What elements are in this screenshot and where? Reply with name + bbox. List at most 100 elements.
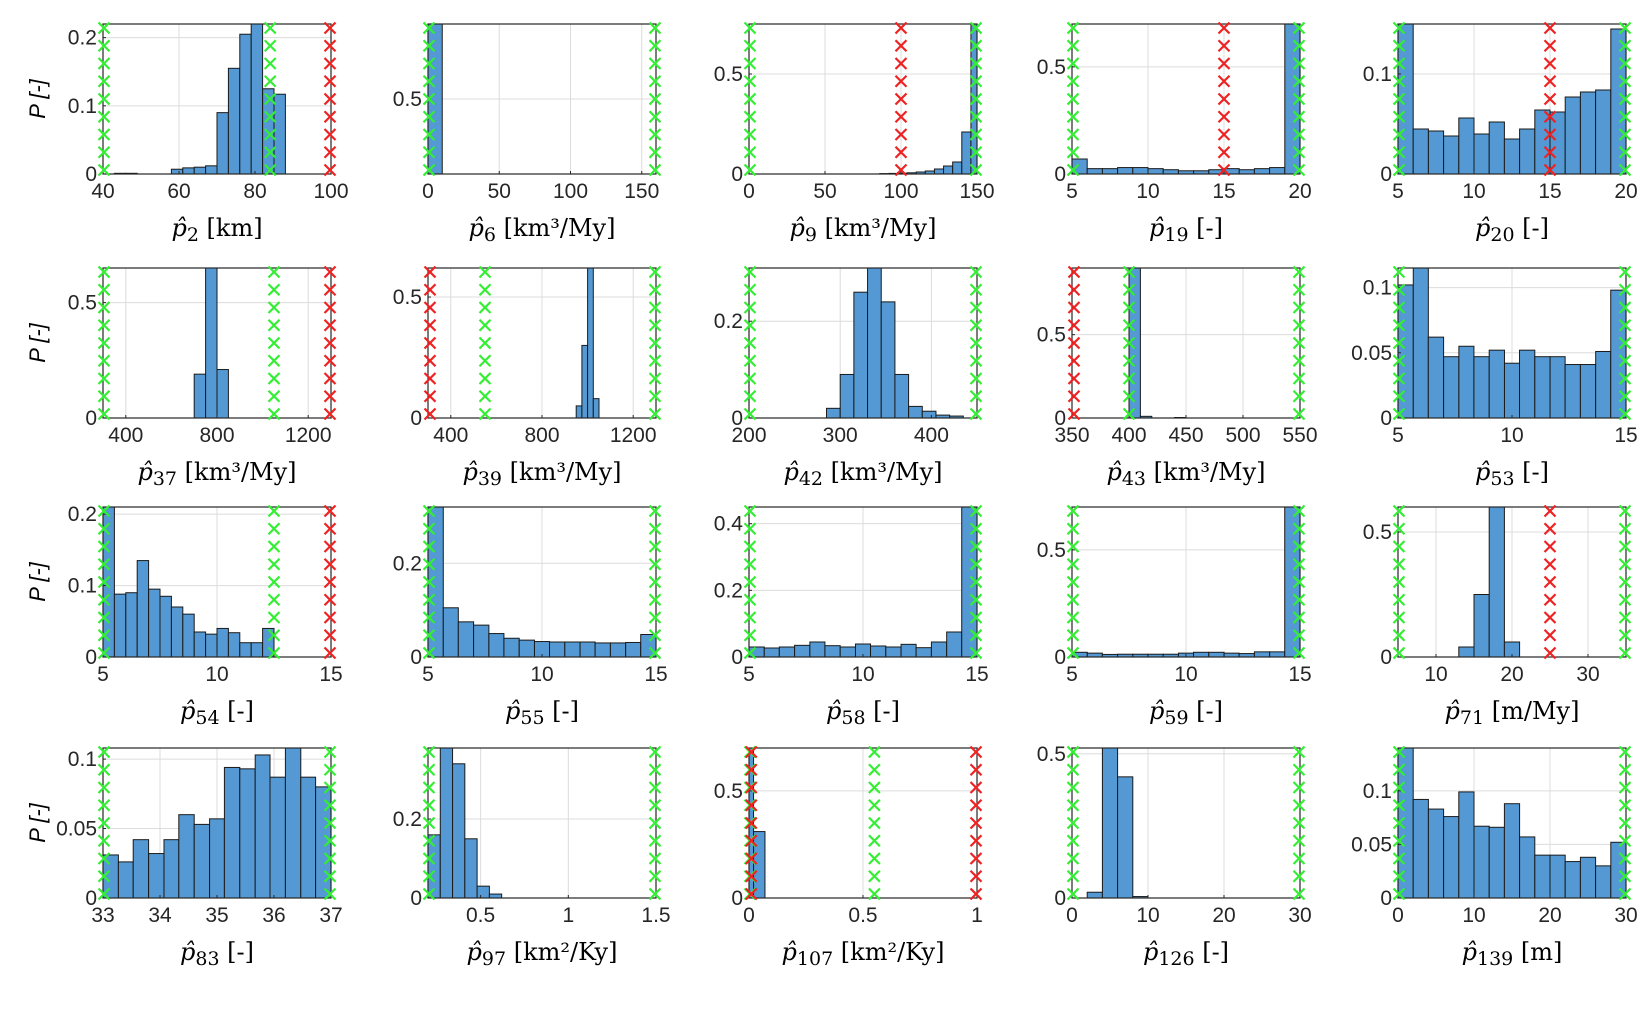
bound-marker-green-x: [422, 92, 436, 106]
bound-marker-red-x: [1543, 522, 1557, 536]
y-tick-label: 0: [1054, 163, 1066, 186]
bound-marker-green-x: [1066, 834, 1080, 848]
bound-marker-green-x: [97, 869, 111, 883]
histogram-bar: [254, 754, 271, 898]
bound-marker-green-x: [97, 283, 111, 297]
x-tick-label: 150: [624, 180, 659, 203]
histogram-bar: [148, 588, 161, 657]
bound-marker-green-x: [478, 283, 492, 297]
bound-marker-red-x: [894, 128, 908, 141]
bound-marker-green: [969, 265, 983, 421]
bound-marker-green-x: [97, 301, 111, 314]
bound-marker-green-x: [969, 163, 983, 177]
bound-marker-green-x: [263, 163, 277, 177]
x-axis-label: p̂37 [km³/My]: [137, 458, 296, 490]
bound-marker-green-x: [97, 110, 111, 124]
histogram-bar: [1162, 169, 1179, 174]
bound-marker-green-x: [1066, 145, 1080, 159]
bound-marker-red-x: [894, 92, 908, 106]
bound-marker-green-x: [868, 834, 881, 848]
bound-marker-red-x: [1217, 39, 1231, 53]
bound-marker-green-x: [743, 646, 757, 660]
bound-marker-green-x: [1066, 110, 1080, 124]
bound-marker-green-x: [1392, 74, 1406, 88]
bound-marker-red-x: [323, 74, 337, 88]
bound-marker-green-x: [323, 763, 337, 777]
bound-marker-green-x: [267, 318, 281, 332]
bound-marker-green: [97, 21, 111, 177]
bound-marker-red-x: [323, 128, 337, 141]
bound-marker-green-x: [1292, 128, 1306, 141]
histogram-bar: [193, 631, 207, 657]
subplot-14: 5 10 15 0 0.5 p̂59 [-]: [1037, 504, 1312, 729]
bound-marker-green-x: [648, 145, 662, 159]
plot-area: [1072, 24, 1300, 174]
bound-marker-red-x: [969, 745, 983, 759]
y-axis-label: P [-]: [25, 322, 50, 362]
x-tick-label: 1.5: [641, 904, 670, 927]
histogram-bar: [503, 637, 520, 657]
bound-marker-green-x: [1392, 110, 1406, 124]
subplot-6: 400 800 1200 0 0.5 p̂37 [km³/My] P [-]: [25, 265, 337, 490]
x-tick-label: 150: [959, 180, 994, 203]
bound-marker-green-x: [478, 354, 492, 368]
bound-marker-green-x: [648, 557, 662, 571]
bound-marker-red-x: [1543, 628, 1557, 642]
histogram-bar: [250, 24, 264, 174]
bound-marker-green-x: [969, 265, 983, 279]
bound-marker-green-x: [323, 834, 337, 848]
subplot-9: 350 400 450 500 550 0 0.5 p̂43 [km³/My]: [1037, 265, 1318, 490]
bound-marker-red-x: [323, 110, 337, 124]
bound-marker-green-x: [868, 887, 881, 901]
bound-marker-green-x: [422, 39, 436, 53]
bound-marker-red-x: [894, 145, 908, 159]
bound-marker-green-x: [648, 781, 662, 794]
x-tick-label: 1200: [610, 424, 657, 447]
x-tick-label: 5: [1392, 180, 1404, 203]
histogram-bar: [1519, 349, 1536, 418]
x-axis-label: p̂97 [km²/Ky]: [467, 938, 618, 970]
histogram-bar: [1473, 594, 1490, 657]
histogram-bar: [1253, 168, 1271, 174]
bound-marker-green-x: [1066, 628, 1080, 642]
bound-marker-green-x: [422, 816, 436, 830]
bound-marker-green: [422, 745, 436, 901]
bound-marker-green-x: [267, 646, 281, 660]
x-tick-label: 1: [562, 904, 574, 927]
bound-marker-green: [1392, 265, 1406, 421]
bound-marker-green-x: [263, 110, 277, 124]
histogram-bar: [250, 642, 264, 657]
histogram-bar: [182, 613, 195, 657]
bound-marker-green-x: [97, 798, 111, 812]
bound-marker-red-x: [1067, 301, 1081, 314]
bound-marker-red-x: [969, 852, 983, 865]
bound-marker-green-x: [1292, 318, 1306, 332]
subplot-2: 0 50 100 150 0.5 p̂6 [km³/My]: [393, 21, 662, 246]
subplot-3: 0 50 100 150 0 0.5 p̂9 [km³/My]: [714, 21, 995, 246]
bound-marker-green-x: [743, 593, 757, 607]
y-tick-label: 0: [85, 646, 97, 669]
bound-marker-red-x: [423, 301, 437, 314]
bound-marker-red-x: [323, 265, 337, 279]
x-tick-label: 0.5: [848, 904, 877, 927]
bound-marker-green-x: [969, 336, 983, 350]
bound-marker-green-x: [1392, 887, 1406, 901]
bound-marker-green-x: [969, 407, 983, 421]
bound-marker-green-x: [1122, 407, 1136, 421]
bound-marker-green-x: [1122, 336, 1136, 350]
bound-marker-green-x: [969, 646, 983, 660]
bound-marker-red-x: [1217, 57, 1231, 70]
bound-marker-green-x: [97, 39, 111, 53]
subplot-15: 10 20 30 0 0.5 p̂71 [m/My]: [1363, 504, 1632, 729]
y-tick-label: 0.1: [68, 95, 97, 118]
bound-marker-green-x: [1292, 110, 1306, 124]
bars: [749, 507, 977, 657]
x-axis-label: p̂83 [-]: [180, 938, 254, 970]
subplot-16: 33 34 35 36 37 0 0.05 0.1 p̂83 [-] P [-]: [25, 745, 343, 970]
bound-marker-green-x: [1392, 57, 1406, 70]
bound-marker-green-x: [1292, 798, 1306, 812]
bound-marker-green-x: [969, 39, 983, 53]
bound-marker-green-x: [97, 646, 111, 660]
bound-marker-red-x: [1217, 128, 1231, 141]
bound-marker-green-x: [422, 128, 436, 141]
